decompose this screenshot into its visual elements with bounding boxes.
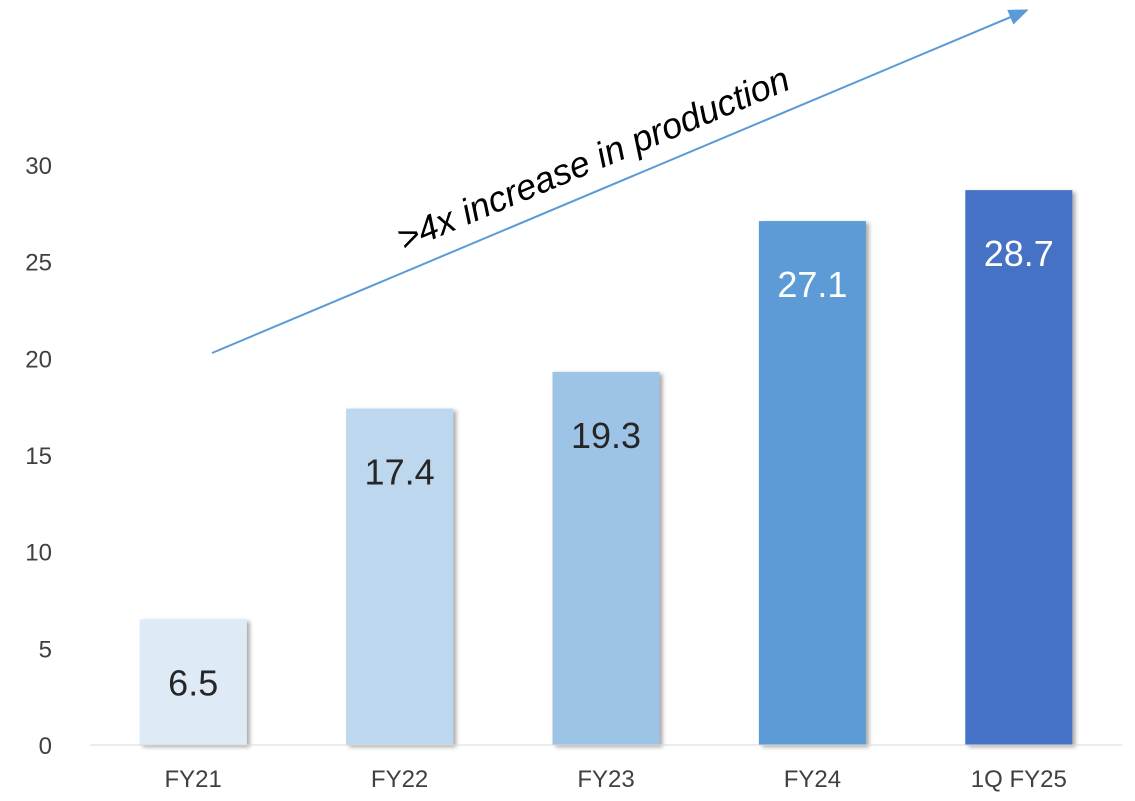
bars: 6.5 17.4 19.3 27.1 28.7 — [139, 190, 1073, 746]
bar — [965, 190, 1073, 746]
x-tick-label: FY21 — [165, 766, 222, 793]
x-tick-label: FY22 — [371, 766, 428, 793]
bar — [139, 619, 247, 745]
y-tick-label: 15 — [25, 443, 52, 470]
annotation-text: >4x increase in production — [391, 58, 795, 259]
y-tick-label: 10 — [25, 540, 52, 567]
x-tick-label: FY23 — [577, 766, 634, 793]
growth-annotation: >4x increase in production — [211, 9, 1029, 354]
data-label: 6.5 — [168, 662, 218, 703]
y-tick-label: 30 — [25, 153, 52, 180]
x-tick-label: FY24 — [784, 766, 841, 793]
trend-arrow — [211, 9, 1029, 354]
data-label: 28.7 — [984, 233, 1054, 274]
y-tick-label: 20 — [25, 346, 52, 373]
x-axis: FY21 FY22 FY23 FY24 1Q FY25 — [90, 744, 1122, 793]
bar — [758, 221, 866, 746]
bar — [346, 408, 454, 745]
y-tick-label: 5 — [39, 636, 52, 663]
bar — [552, 371, 660, 745]
y-tick-label: 25 — [25, 250, 52, 277]
x-tick-label: 1Q FY25 — [971, 766, 1067, 793]
data-label: 17.4 — [365, 452, 435, 493]
data-label: 19.3 — [571, 415, 641, 456]
y-tick-label: 0 — [39, 733, 52, 760]
data-label: 27.1 — [777, 264, 847, 305]
y-axis: 0 5 10 15 20 25 30 — [25, 153, 52, 760]
